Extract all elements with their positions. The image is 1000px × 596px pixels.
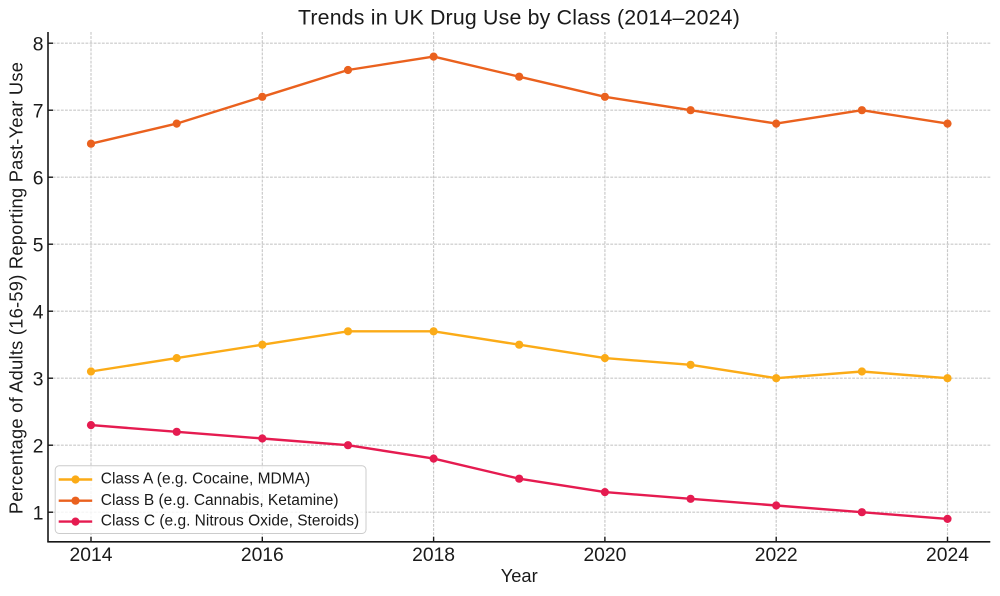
svg-text:5: 5 <box>33 236 44 257</box>
svg-text:Year: Year <box>501 565 538 586</box>
svg-text:2024: 2024 <box>926 545 969 566</box>
svg-text:2014: 2014 <box>70 545 113 566</box>
svg-text:Class A (e.g. Cocaine, MDMA): Class A (e.g. Cocaine, MDMA) <box>101 471 310 488</box>
svg-text:Class B (e.g. Cannabis, Ketami: Class B (e.g. Cannabis, Ketamine) <box>101 492 339 509</box>
svg-text:1: 1 <box>33 504 44 525</box>
svg-text:6: 6 <box>33 169 44 190</box>
svg-text:Percentage of Adults (16-59) R: Percentage of Adults (16-59) Reporting P… <box>6 62 27 514</box>
svg-text:7: 7 <box>33 102 44 123</box>
svg-text:2022: 2022 <box>755 545 798 566</box>
svg-text:2016: 2016 <box>241 545 284 566</box>
svg-text:2018: 2018 <box>412 545 455 566</box>
svg-text:4: 4 <box>33 303 44 324</box>
svg-text:2: 2 <box>33 437 44 458</box>
svg-text:8: 8 <box>33 35 44 56</box>
svg-text:3: 3 <box>33 370 44 391</box>
svg-text:Class C (e.g. Nitrous Oxide, S: Class C (e.g. Nitrous Oxide, Steroids) <box>101 513 359 530</box>
svg-text:Trends in UK Drug Use by Class: Trends in UK Drug Use by Class (2014–202… <box>298 6 740 30</box>
svg-text:2020: 2020 <box>583 545 626 566</box>
